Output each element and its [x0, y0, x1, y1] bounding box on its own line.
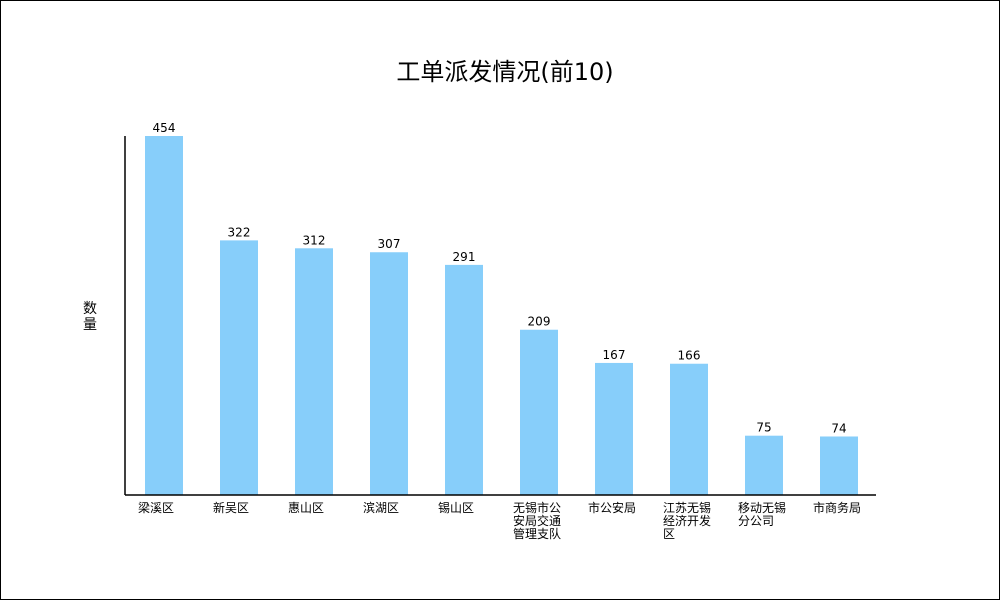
bars-group — [145, 136, 858, 495]
value-label-3: 312 — [303, 233, 326, 247]
value-label-1: 454 — [153, 121, 176, 135]
value-label-9: 75 — [756, 421, 771, 435]
bar-3 — [295, 248, 333, 495]
bar-10 — [820, 436, 858, 495]
category-label-7: 市公安局 — [588, 500, 636, 515]
bar-4 — [370, 252, 408, 495]
bar-6 — [520, 329, 558, 495]
y-axis-label: 数量 — [83, 301, 97, 333]
category-label-6: 无锡市公安局交通管理支队 — [513, 500, 561, 541]
value-label-4: 307 — [378, 237, 401, 251]
bar-2 — [220, 240, 258, 495]
bar-8 — [670, 363, 708, 495]
category-label-9: 移动无锡分公司 — [738, 500, 786, 528]
bar-1 — [145, 136, 183, 495]
value-label-7: 167 — [603, 348, 626, 362]
category-label-10: 市商务局 — [813, 500, 861, 515]
value-label-8: 166 — [678, 349, 701, 363]
value-labels-group: 454 322 312 307 291 209 167 166 75 74 — [153, 121, 847, 435]
bar-9 — [745, 435, 783, 495]
value-label-2: 322 — [228, 225, 251, 239]
category-labels-group: 梁溪区 新吴区 惠山区 滨湖区 锡山区 无锡市公安局交通管理支队 市公安局 江苏无锡经济开发区… — [138, 500, 861, 541]
category-label-4: 滨湖区 — [363, 500, 399, 515]
category-label-5: 锡山区 — [438, 500, 474, 515]
value-label-5: 291 — [453, 250, 476, 264]
chart-title: 工单派发情况(前10) — [396, 58, 613, 86]
value-label-10: 74 — [831, 421, 846, 435]
category-label-1: 梁溪区 — [138, 500, 174, 515]
category-label-3: 惠山区 — [288, 501, 324, 515]
category-label-8: 江苏无锡经济开发区 — [663, 500, 711, 541]
bar-5 — [445, 264, 483, 495]
value-label-6: 209 — [528, 315, 551, 329]
bar-7 — [595, 362, 633, 495]
category-label-2: 新吴区 — [213, 500, 249, 515]
